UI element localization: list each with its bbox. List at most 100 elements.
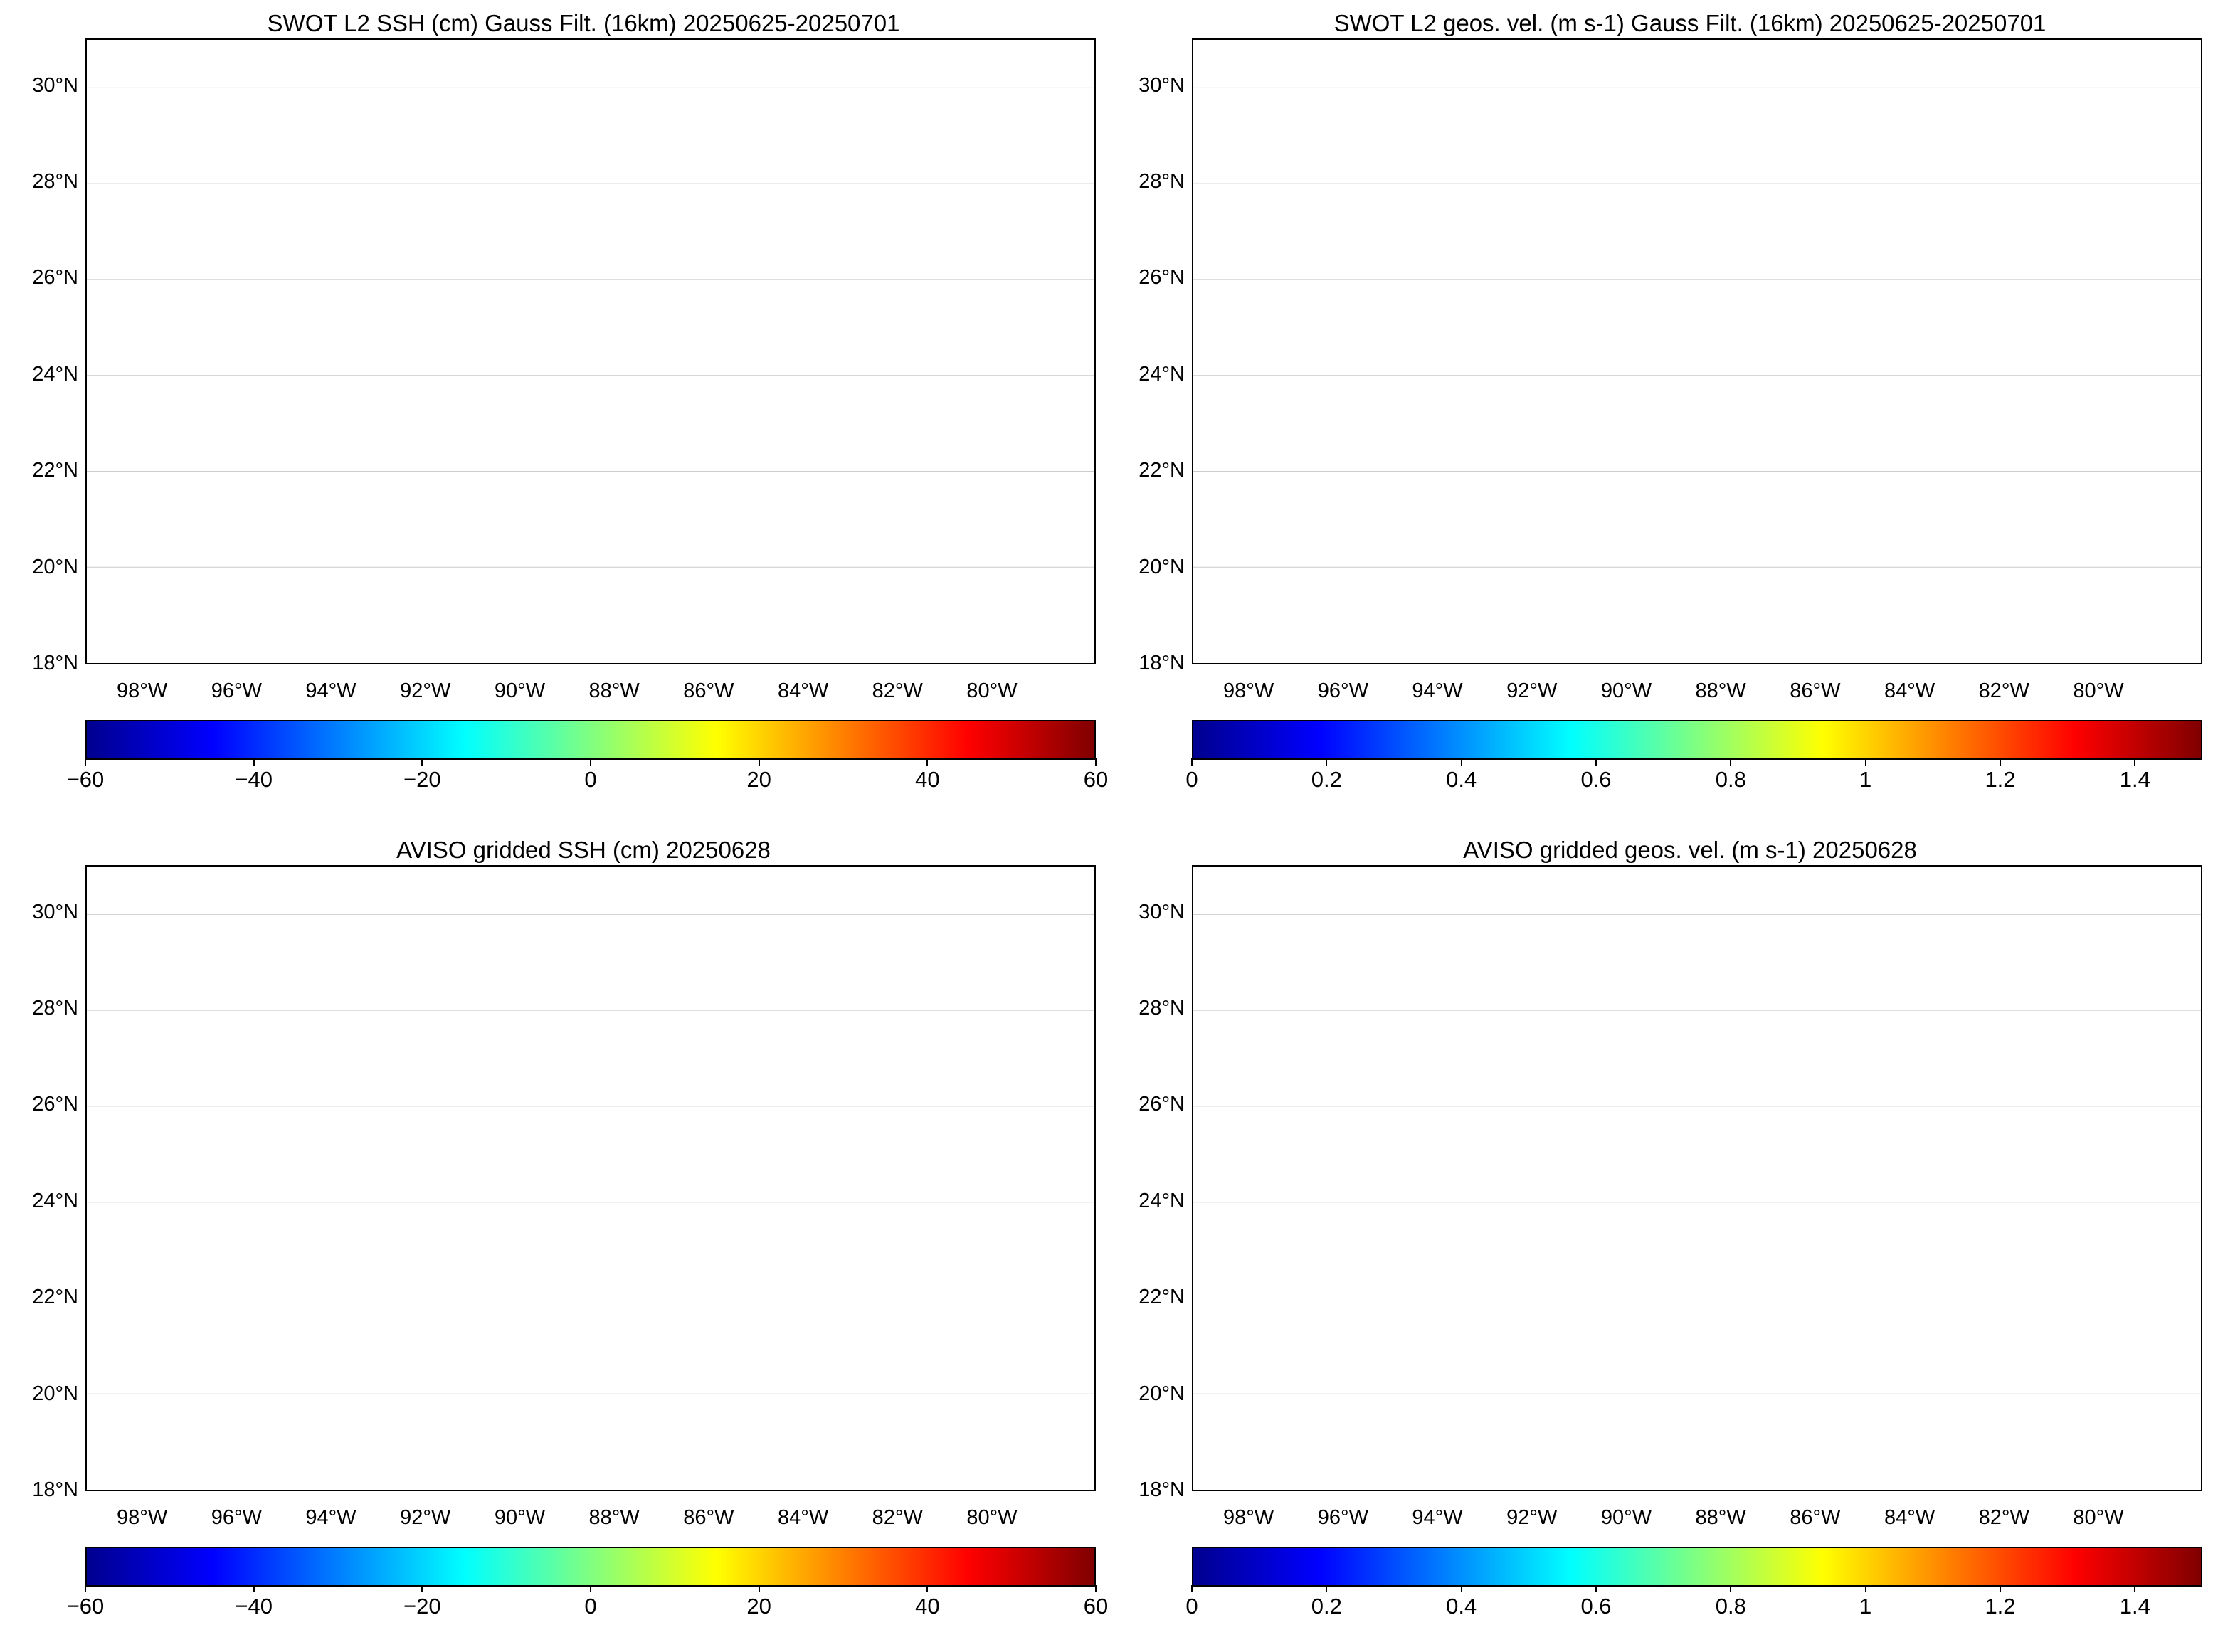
colorbar-tick-label: −20 xyxy=(403,767,441,793)
latitude-label: 24°N xyxy=(1106,1190,1185,1213)
colorbar-tick-label: −20 xyxy=(403,1594,441,1619)
colorbar-tick xyxy=(1326,1585,1328,1592)
colorbar-tick xyxy=(1095,1585,1097,1592)
latitude-label: 28°N xyxy=(0,997,78,1020)
latitude-label: 24°N xyxy=(0,363,78,386)
panel-aviso-ssh: AVISO gridded SSH (cm) 20250628 30°N 28°N… xyxy=(0,827,1108,1652)
longitude-label: 84°W xyxy=(1884,679,1935,703)
colorbar-tick-label: 0.8 xyxy=(1716,767,1746,793)
latitude-label: 26°N xyxy=(1106,266,1185,290)
colorbar-tick xyxy=(1191,1585,1193,1592)
colorbar-tick-label: 0.4 xyxy=(1446,1594,1477,1619)
colorbar-tick-label: −60 xyxy=(67,1594,105,1619)
colorbar-velocity xyxy=(1192,720,2202,760)
colorbar-tick xyxy=(1095,758,1097,766)
colorbar-tick xyxy=(2000,1585,2001,1592)
colorbar-tick-label: 60 xyxy=(1084,767,1108,793)
colorbar-tick-label: 40 xyxy=(915,1594,939,1619)
colorbar-tick xyxy=(85,758,86,766)
colorbar-tick xyxy=(2134,1585,2136,1592)
colorbar-tick xyxy=(1864,758,1866,766)
map-swot-ssh xyxy=(85,38,1096,664)
colorbar-tick-label: 0 xyxy=(584,767,596,793)
colorbar-tick-label: −40 xyxy=(235,767,273,793)
longitude-label: 80°W xyxy=(966,679,1017,703)
longitude-label: 86°W xyxy=(1790,1506,1840,1530)
longitude-label: 82°W xyxy=(872,679,923,703)
panel-title: SWOT L2 SSH (cm) Gauss Filt. (16km) 2025… xyxy=(71,10,1096,37)
colorbar-tick-label: 0.2 xyxy=(1311,1594,1342,1619)
latitude-label: 22°N xyxy=(1106,459,1185,482)
colorbar-tick xyxy=(1730,1585,1732,1592)
latitude-label: 20°N xyxy=(0,1382,78,1406)
colorbar-tick xyxy=(1595,758,1597,766)
latitude-label: 24°N xyxy=(0,1190,78,1213)
longitude-label: 98°W xyxy=(117,1506,167,1530)
latitude-label: 22°N xyxy=(0,459,78,482)
colorbar-tick-label: 20 xyxy=(746,767,771,793)
colorbar-tick-label: 0.4 xyxy=(1446,767,1477,793)
colorbar-tick-label: 1.2 xyxy=(1985,1594,2015,1619)
colorbar-tick xyxy=(926,1585,929,1592)
panel-swot-ssh: SWOT L2 SSH (cm) Gauss Filt. (16km) 2025… xyxy=(0,0,1108,825)
longitude-label: 94°W xyxy=(305,679,356,703)
graticule xyxy=(87,87,1094,568)
longitude-label: 88°W xyxy=(1696,679,1746,703)
longitude-label: 80°W xyxy=(966,1506,1017,1530)
map-aviso-ssh xyxy=(85,865,1096,1491)
latitude-label: 30°N xyxy=(0,74,78,97)
colorbar-tick xyxy=(1864,1585,1866,1592)
latitude-label: 18°N xyxy=(0,652,78,675)
latitude-label: 26°N xyxy=(0,1093,78,1116)
colorbar-velocity xyxy=(1192,1547,2202,1587)
colorbar-tick xyxy=(421,758,423,766)
longitude-label: 82°W xyxy=(1979,1506,2029,1530)
colorbar-tick-label: 1.2 xyxy=(1985,767,2015,793)
longitude-label: 86°W xyxy=(683,1506,734,1530)
longitude-label: 90°W xyxy=(1601,679,1652,703)
longitude-label: 98°W xyxy=(1223,679,1274,703)
colorbar-tick-label: 0.6 xyxy=(1580,1594,1611,1619)
colorbar-tick xyxy=(253,1585,255,1592)
colorbar-tick xyxy=(2134,758,2136,766)
colorbar-tick-label: −60 xyxy=(67,767,105,793)
graticule xyxy=(1193,87,2201,568)
longitude-label: 92°W xyxy=(400,679,450,703)
colorbar-tick xyxy=(421,1585,423,1592)
latitude-label: 24°N xyxy=(1106,363,1185,386)
colorbar-tick xyxy=(590,1585,591,1592)
colorbar-tick-label: 1 xyxy=(1859,767,1871,793)
latitude-label: 28°N xyxy=(1106,997,1185,1020)
longitude-label: 96°W xyxy=(1318,679,1368,703)
longitude-label: 88°W xyxy=(589,1506,640,1530)
latitude-label: 26°N xyxy=(1106,1093,1185,1116)
latitude-label: 30°N xyxy=(1106,74,1185,97)
colorbar-tick xyxy=(926,758,929,766)
longitude-label: 90°W xyxy=(1601,1506,1652,1530)
longitude-label: 86°W xyxy=(683,679,734,703)
colorbar-tick-label: 1.4 xyxy=(2120,767,2150,793)
colorbar-tick xyxy=(2000,758,2001,766)
colorbar-tick-label: 20 xyxy=(746,1594,771,1619)
graticule xyxy=(87,914,1094,1394)
colorbar-tick xyxy=(1191,758,1193,766)
colorbar-tick-label: 0 xyxy=(1185,767,1198,793)
longitude-label: 80°W xyxy=(2073,679,2123,703)
latitude-label: 30°N xyxy=(1106,901,1185,924)
longitude-label: 94°W xyxy=(1412,1506,1462,1530)
longitude-label: 86°W xyxy=(1790,679,1840,703)
longitude-label: 98°W xyxy=(117,679,167,703)
colorbar-tick-label: 1.4 xyxy=(2120,1594,2150,1619)
colorbar-tick xyxy=(85,1585,86,1592)
panel-title: SWOT L2 geos. vel. (m s-1) Gauss Filt. (… xyxy=(1178,10,2202,37)
panel-aviso-velocity: AVISO gridded geos. vel. (m s-1) 2025062… xyxy=(1106,827,2213,1652)
longitude-label: 96°W xyxy=(1318,1506,1368,1530)
colorbar-tick xyxy=(1460,1585,1462,1592)
colorbar-tick-label: −40 xyxy=(235,1594,273,1619)
colorbar-tick-label: 40 xyxy=(915,767,939,793)
colorbar-tick xyxy=(758,1585,760,1592)
colorbar-tick xyxy=(1595,1585,1597,1592)
longitude-label: 92°W xyxy=(1506,679,1557,703)
longitude-label: 92°W xyxy=(1506,1506,1557,1530)
longitude-label: 94°W xyxy=(305,1506,356,1530)
